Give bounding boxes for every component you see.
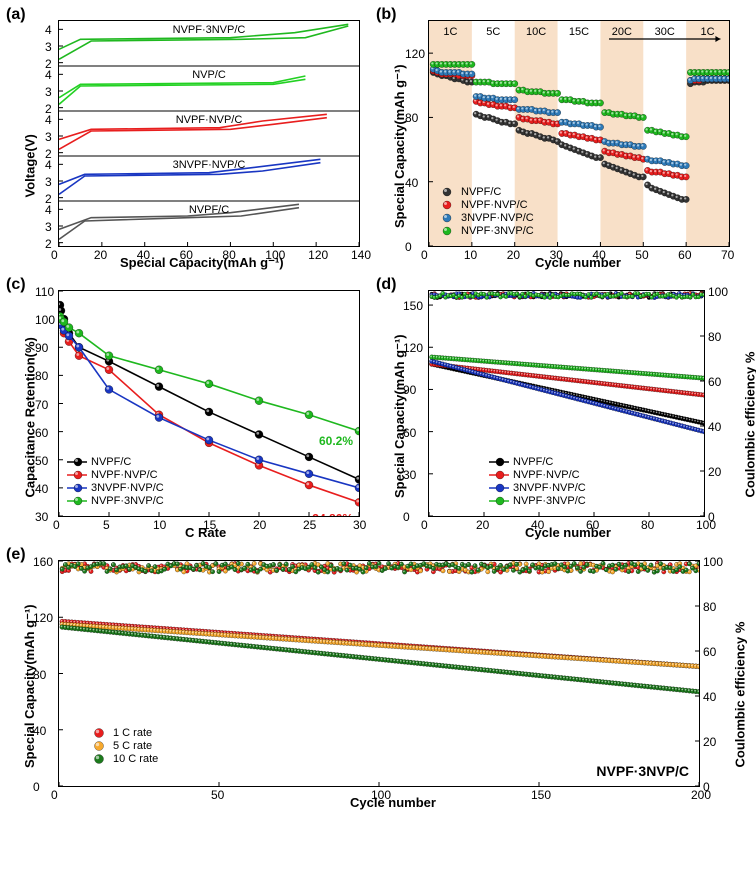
svg-text:34.86%: 34.86% [312,511,353,516]
legend-text: NVPF·NVP/C [91,469,158,481]
svg-text:3NVPF·NVP/C: 3NVPF·NVP/C [173,159,246,171]
svg-text:NVPF·NVP/C: NVPF·NVP/C [176,114,243,126]
legend-text: NVPF/C [461,186,501,198]
label-a: (a) [6,6,26,24]
legend-text: 3NVPF·NVP/C [513,482,586,494]
panel-c: (c) Capacitance Retention(%) 05101520253… [10,280,370,540]
a-ylabel: Voltage(V) [23,78,38,198]
label-d: (d) [376,276,396,294]
svg-text:NVPF/C: NVPF/C [189,204,229,216]
e-ylabel2: Coulombic efficiency % [733,588,748,768]
legend-text: 3NVPF·NVP/C [461,212,534,224]
panel-e: (e) Special Capacity(mAh g⁻¹) 0501001502… [10,550,740,810]
panel-d: (d) Special Capacity(mAh g⁻¹) 0204060801… [380,280,740,540]
panel-b: (b) Special Capacity(mAh g⁻¹) 0102030405… [380,10,740,270]
c-xlabel: C Rate [185,525,226,540]
legend-text: NVPF·3NVP/C [91,495,164,507]
b-xlabel: Cycle number [535,255,621,270]
legend-text: 1 C rate [113,727,152,739]
svg-text:60.2%: 60.2% [319,434,353,448]
plot-d: 0204060801000306090120150020406080100NVP… [428,290,705,517]
label-e: (e) [6,546,26,564]
svg-text:NVPF·3NVP/C: NVPF·3NVP/C [173,24,246,36]
e-xlabel: Cycle number [350,795,436,810]
panel-a: (a) Voltage(V) 020406080100120140234NVPF… [10,10,370,270]
b-ylabel: Special Capacity(mAh g⁻¹) [392,48,408,228]
svg-text:30C: 30C [655,26,675,38]
legend-text: 3NVPF·NVP/C [91,482,164,494]
legend-text: NVPF·3NVP/C [513,495,586,507]
legend-text: 5 C rate [113,740,152,752]
label-b: (b) [376,6,396,24]
label-c: (c) [6,276,26,294]
d-xlabel: Cycle number [525,525,611,540]
svg-text:15C: 15C [569,26,589,38]
svg-text:NVPF·3NVP/C: NVPF·3NVP/C [596,763,689,779]
figure: (a) Voltage(V) 020406080100120140234NVPF… [10,10,746,810]
svg-text:NVP/C: NVP/C [192,69,226,81]
plot-a: 020406080100120140234NVPF·3NVP/C234NVP/C… [58,20,360,247]
plot-b: 010203040506070040801201C5C10C15C20C30C1… [428,20,730,247]
legend-text: NVPF/C [91,456,131,468]
legend-text: NVPF·NVP/C [461,199,528,211]
svg-text:20C: 20C [612,26,632,38]
svg-text:10C: 10C [526,26,546,38]
legend-text: NVPF·3NVP/C [461,225,534,237]
svg-text:1C: 1C [701,26,715,38]
row-1: (a) Voltage(V) 020406080100120140234NVPF… [10,10,746,270]
svg-text:5C: 5C [486,26,500,38]
svg-text:1C: 1C [443,26,457,38]
plot-e: 05010015020004080120160020406080100NVPF·… [58,560,700,787]
a-xlabel: Special Capacity(mAh g⁻¹) [120,255,284,271]
legend-text: NVPF·NVP/C [513,469,580,481]
legend-text: NVPF/C [513,456,553,468]
row-2: (c) Capacitance Retention(%) 05101520253… [10,280,746,540]
row-3: (e) Special Capacity(mAh g⁻¹) 0501001502… [10,550,746,810]
legend-text: 10 C rate [113,753,158,765]
d-ylabel2: Coulombic efficiency % [743,318,756,498]
plot-c: 0510152025303040506070809010011060.2%34.… [58,290,360,517]
